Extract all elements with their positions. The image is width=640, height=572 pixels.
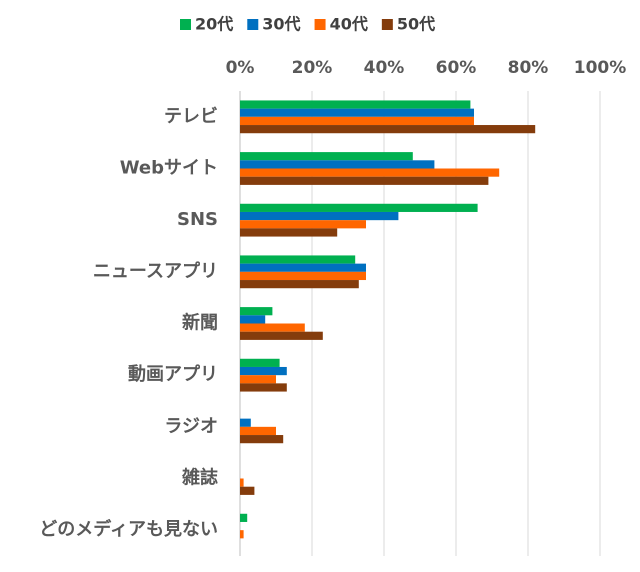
bar: [240, 435, 284, 444]
bar: [240, 307, 273, 316]
x-tick-label: 80%: [508, 58, 549, 78]
legend-label: 40代: [330, 15, 368, 34]
y-tick-label: ニュースアプリ: [93, 260, 218, 282]
y-tick-label: 雑誌: [181, 467, 218, 489]
y-tick-label: 新聞: [182, 312, 218, 334]
bar: [240, 160, 435, 169]
legend-label: 50代: [397, 15, 435, 34]
legend-swatch: [180, 19, 191, 30]
bar: [240, 383, 287, 392]
y-tick-label: テレビ: [164, 106, 218, 127]
bar: [240, 176, 489, 185]
bar: [240, 478, 244, 487]
x-tick-label: 40%: [364, 58, 405, 78]
legend-swatch: [314, 19, 326, 30]
y-tick-label: どのメディアも見ない: [39, 518, 218, 540]
bar: [240, 116, 474, 126]
bar: [240, 315, 266, 324]
bar: [240, 375, 276, 384]
x-tick-label: 100%: [574, 58, 627, 78]
bar: [240, 513, 248, 522]
legend-label: 20代: [195, 15, 233, 34]
bar: [240, 255, 356, 264]
bar: [240, 168, 500, 177]
bar: [240, 100, 471, 109]
bar: [240, 228, 338, 237]
bar: [240, 280, 359, 289]
bar: [240, 366, 287, 376]
x-tick-label: 60%: [436, 58, 477, 78]
legend-swatch: [247, 19, 259, 30]
y-tick-label: 動画アプリ: [128, 363, 218, 385]
bar: [240, 108, 474, 117]
x-tick-label: 20%: [292, 58, 333, 78]
y-tick-label: Webサイト: [120, 158, 218, 179]
bar: [240, 358, 280, 367]
bar: [240, 331, 323, 340]
bar: [240, 418, 251, 427]
bar: [240, 323, 305, 332]
y-tick-label: ラジオ: [164, 416, 218, 437]
bar: [240, 271, 366, 281]
x-tick-label: 0%: [226, 58, 255, 78]
bar: [240, 426, 276, 436]
legend-swatch: [381, 19, 393, 30]
y-tick-label: SNS: [177, 209, 218, 230]
bar: [240, 263, 366, 272]
bar: [240, 220, 366, 229]
bar: [240, 211, 399, 221]
bar: [240, 203, 478, 212]
bar: [240, 486, 255, 495]
bar: [240, 530, 244, 539]
legend-label: 30代: [262, 15, 300, 34]
bar: [240, 125, 536, 134]
bar: [240, 152, 413, 161]
